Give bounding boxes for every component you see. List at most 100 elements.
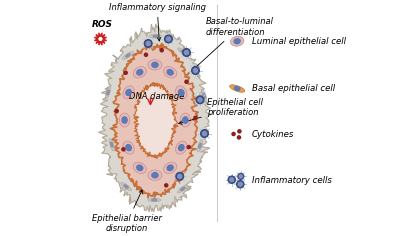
Ellipse shape <box>149 34 162 38</box>
Text: DNA damage: DNA damage <box>129 92 184 101</box>
Ellipse shape <box>181 187 185 190</box>
Ellipse shape <box>122 117 127 123</box>
Circle shape <box>165 35 172 43</box>
Circle shape <box>124 71 127 74</box>
Ellipse shape <box>230 36 244 46</box>
Polygon shape <box>100 42 102 45</box>
Ellipse shape <box>178 89 184 96</box>
Ellipse shape <box>167 165 173 171</box>
Ellipse shape <box>133 162 146 173</box>
Ellipse shape <box>202 89 207 102</box>
Ellipse shape <box>178 48 188 56</box>
Circle shape <box>238 182 242 186</box>
Circle shape <box>165 184 168 187</box>
Ellipse shape <box>148 60 162 70</box>
Circle shape <box>160 49 163 52</box>
Circle shape <box>228 176 235 183</box>
Polygon shape <box>102 34 105 38</box>
Text: Epithelial cell
proliferation: Epithelial cell proliferation <box>179 98 263 124</box>
Polygon shape <box>96 34 99 38</box>
Circle shape <box>198 98 202 102</box>
Ellipse shape <box>137 165 143 171</box>
Circle shape <box>184 51 188 55</box>
Ellipse shape <box>164 67 177 78</box>
Circle shape <box>146 41 150 46</box>
Circle shape <box>238 130 241 133</box>
Ellipse shape <box>124 185 128 188</box>
Ellipse shape <box>107 90 109 95</box>
Circle shape <box>194 116 197 119</box>
Ellipse shape <box>123 141 134 154</box>
Ellipse shape <box>109 138 114 151</box>
Polygon shape <box>102 40 105 43</box>
Ellipse shape <box>123 86 134 99</box>
Circle shape <box>144 40 152 47</box>
Circle shape <box>196 96 204 104</box>
Polygon shape <box>103 37 106 39</box>
Ellipse shape <box>183 117 188 123</box>
Polygon shape <box>99 33 100 36</box>
Polygon shape <box>99 42 100 45</box>
Ellipse shape <box>111 142 113 147</box>
Text: ROS: ROS <box>92 20 113 29</box>
Polygon shape <box>99 24 211 212</box>
Ellipse shape <box>199 143 201 148</box>
Ellipse shape <box>126 89 131 96</box>
Ellipse shape <box>152 62 158 67</box>
Circle shape <box>166 37 170 41</box>
Ellipse shape <box>203 93 205 98</box>
Ellipse shape <box>153 35 158 37</box>
Ellipse shape <box>137 70 143 75</box>
Circle shape <box>237 181 244 188</box>
Polygon shape <box>94 37 98 39</box>
Circle shape <box>115 110 118 113</box>
Ellipse shape <box>152 199 157 201</box>
Text: Epithelial barrier
disruption: Epithelial barrier disruption <box>92 190 162 233</box>
Circle shape <box>193 68 198 73</box>
Text: Basal-to-luminal
differentiation: Basal-to-luminal differentiation <box>194 17 274 69</box>
Ellipse shape <box>152 173 158 178</box>
Circle shape <box>238 173 244 179</box>
Ellipse shape <box>121 182 132 191</box>
Ellipse shape <box>178 145 184 151</box>
Ellipse shape <box>148 170 162 180</box>
Circle shape <box>237 136 240 139</box>
Polygon shape <box>134 83 178 158</box>
Ellipse shape <box>122 51 134 59</box>
Circle shape <box>201 130 208 137</box>
Ellipse shape <box>126 145 131 151</box>
Ellipse shape <box>176 86 187 99</box>
Circle shape <box>187 146 190 149</box>
Polygon shape <box>110 43 198 198</box>
Circle shape <box>232 132 235 136</box>
Ellipse shape <box>119 113 130 127</box>
Ellipse shape <box>230 85 245 92</box>
Ellipse shape <box>105 86 111 99</box>
Text: Inflammatory signaling: Inflammatory signaling <box>109 3 206 41</box>
Ellipse shape <box>164 162 177 173</box>
Circle shape <box>239 175 242 178</box>
Circle shape <box>230 178 234 182</box>
Text: Basal epithelial cell: Basal epithelial cell <box>252 84 335 93</box>
Circle shape <box>122 148 125 151</box>
Ellipse shape <box>176 141 187 154</box>
Ellipse shape <box>177 185 188 193</box>
Polygon shape <box>94 39 98 41</box>
Polygon shape <box>100 33 102 36</box>
Ellipse shape <box>148 198 161 202</box>
Ellipse shape <box>234 39 240 44</box>
Text: Inflammatory cells: Inflammatory cells <box>252 176 332 185</box>
Polygon shape <box>103 39 106 41</box>
Ellipse shape <box>181 51 185 54</box>
Polygon shape <box>96 40 99 43</box>
Circle shape <box>192 67 199 74</box>
Ellipse shape <box>197 139 203 152</box>
Circle shape <box>178 174 182 178</box>
Ellipse shape <box>180 113 190 127</box>
Text: Cytokines: Cytokines <box>252 130 294 139</box>
Circle shape <box>202 131 207 136</box>
Text: Luminal epithelial cell: Luminal epithelial cell <box>252 37 346 46</box>
Circle shape <box>144 53 148 56</box>
Ellipse shape <box>126 54 130 57</box>
Ellipse shape <box>167 70 173 75</box>
